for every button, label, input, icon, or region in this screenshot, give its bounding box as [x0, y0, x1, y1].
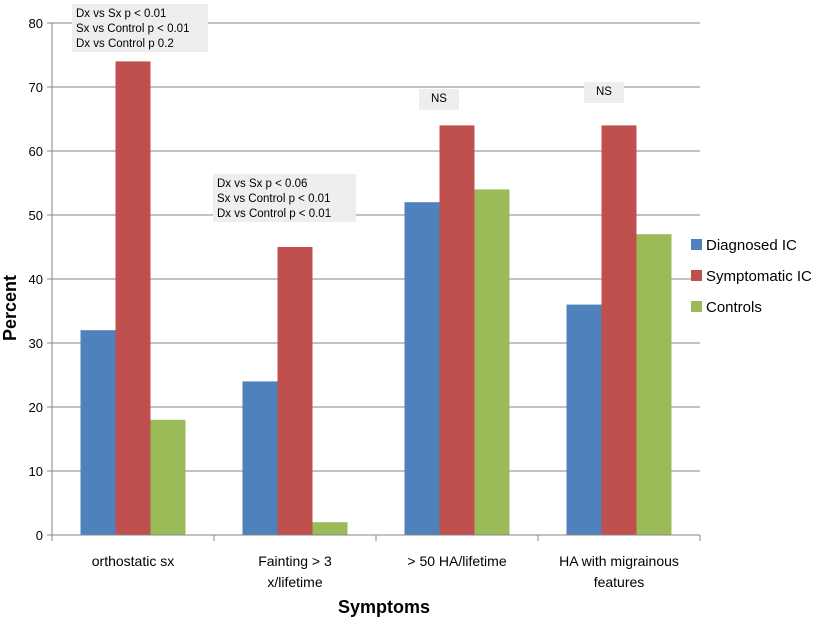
annotation-box: [419, 89, 459, 110]
x-tick-label: orthostatic sx: [92, 553, 174, 569]
annotation-text: Sx vs Control p < 0.01: [76, 23, 189, 35]
annotation-text: Dx vs Control p < 0.01: [217, 208, 331, 220]
annotation-text: NS: [596, 86, 612, 98]
legend-swatch: [691, 270, 702, 281]
annotation-box: [213, 174, 356, 222]
y-axis-title: Percent: [0, 275, 20, 341]
bar-diagnosed-ic: [404, 202, 440, 535]
y-tick-label: 20: [29, 400, 43, 415]
bar-diagnosed-ic: [242, 381, 278, 535]
y-tick-label: 40: [29, 272, 43, 287]
x-tick-label: Fainting > 3: [258, 553, 332, 569]
legend-swatch: [691, 301, 702, 312]
bar-symptomatic-ic: [439, 125, 475, 536]
bars: [80, 61, 672, 536]
annotations: Dx vs Sx p < 0.01 Sx vs Control p < 0.01 D…: [72, 4, 624, 222]
legend-swatch: [691, 239, 702, 250]
annotation-text: NS: [431, 93, 447, 105]
x-tick-label: HA with migrainous: [559, 553, 679, 569]
x-axis-title: Symptoms: [338, 597, 430, 617]
legend-label: Controls: [706, 299, 762, 316]
bar-symptomatic-ic: [115, 61, 151, 536]
annotation-text: Dx vs Sx p < 0.06: [217, 178, 307, 190]
annotation-text: Dx vs Sx p < 0.01: [76, 8, 166, 20]
y-tick-label: 30: [29, 336, 43, 351]
bar-diagnosed-ic: [566, 304, 602, 535]
x-tick-label: features: [594, 574, 645, 590]
bar-controls: [636, 234, 672, 535]
y-tick-label: 80: [29, 16, 43, 31]
y-tick-label: 50: [29, 208, 43, 223]
bar-symptomatic-ic: [277, 247, 313, 535]
annotation-text: Dx vs Control p 0.2: [76, 38, 174, 50]
y-tick-label: 70: [29, 80, 43, 95]
annotation-box: [584, 82, 624, 103]
bar-symptomatic-ic: [601, 125, 637, 536]
gridlines: [52, 22, 700, 472]
y-tick-label: 10: [29, 464, 43, 479]
annotation-text: Sx vs Control p < 0.01: [217, 193, 330, 205]
y-tick-label: 0: [36, 528, 43, 543]
bar-controls: [474, 189, 510, 535]
legend-label: Diagnosed IC: [706, 237, 797, 254]
bar-controls: [312, 522, 348, 535]
y-tick-label: 60: [29, 144, 43, 159]
x-tick-label: x/lifetime: [267, 574, 322, 590]
legend-label: Symptomatic IC: [706, 268, 812, 285]
legend: Diagnosed IC Symptomatic IC Controls: [691, 237, 812, 316]
annotation-box: [72, 4, 208, 52]
bar-controls: [150, 419, 186, 535]
axes: 0 10 20 30 40 50 60 70 80 orthostatic sx Fainting …: [29, 16, 701, 590]
x-tick-label: > 50 HA/lifetime: [407, 553, 506, 569]
bar-diagnosed-ic: [80, 330, 116, 535]
